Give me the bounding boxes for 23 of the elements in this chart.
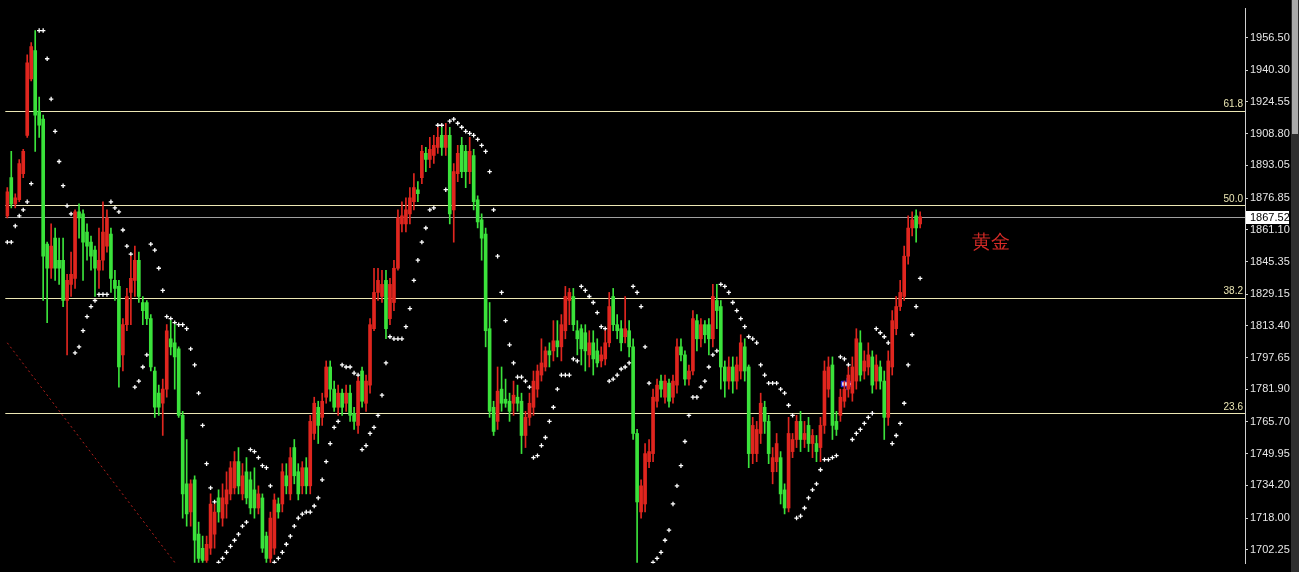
annotation: 38.2: [1223, 285, 1244, 297]
annotation: 50.0: [1223, 193, 1244, 205]
annotation: 黄金: [971, 230, 1010, 253]
y-tick-label: 1924.55: [1250, 95, 1290, 107]
y-tick-label: 1861.10: [1250, 222, 1290, 235]
y-tick-label: 1845.35: [1250, 254, 1290, 267]
y-tick-label: 1702.25: [1250, 542, 1290, 555]
y-tick-label: 1718.00: [1250, 511, 1290, 524]
y-tick-label: 1956.50: [1250, 30, 1290, 43]
ref-line-label: 1867.52: [1250, 211, 1290, 224]
y-tick-label: 1797.65: [1250, 350, 1290, 363]
y-tick-label: 1940.30: [1250, 63, 1290, 76]
annotation: 23.6: [1223, 400, 1244, 412]
y-tick-label: 1908.80: [1250, 126, 1290, 139]
y-tick-label: 1781.90: [1250, 382, 1290, 395]
y-tick-label: 1813.40: [1250, 318, 1290, 331]
annotation: 61.8: [1223, 98, 1244, 110]
y-tick-label: 1734.20: [1250, 478, 1290, 491]
y-tick-label: 1876.85: [1250, 191, 1290, 204]
y-tick-label: 1893.05: [1250, 158, 1290, 171]
y-tick-label: 1829.15: [1250, 287, 1290, 300]
y-tick-label: 1749.95: [1250, 446, 1290, 459]
y-tick-label: 1765.70: [1250, 415, 1290, 428]
